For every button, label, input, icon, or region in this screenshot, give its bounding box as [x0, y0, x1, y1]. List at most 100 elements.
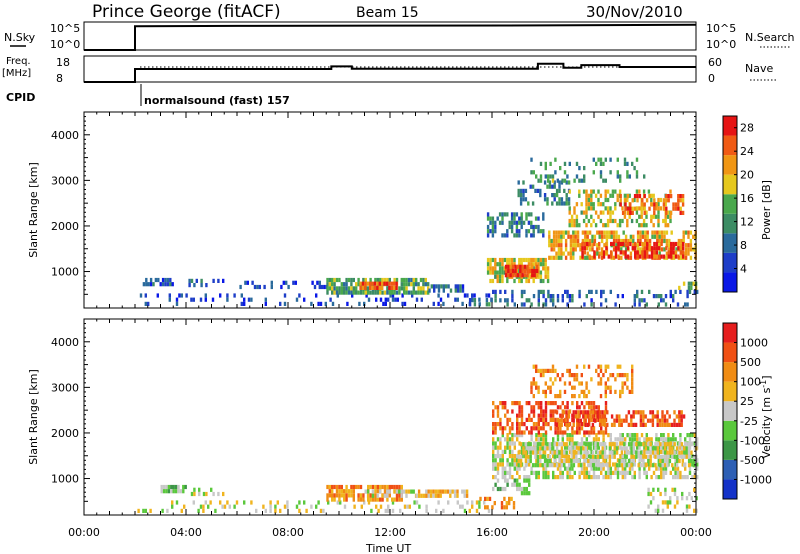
heatmap-cell — [580, 422, 584, 427]
heatmap-cell — [671, 454, 674, 459]
heatmap-cell — [534, 257, 538, 263]
heatmap-cell — [513, 212, 516, 217]
heatmap-cell — [585, 223, 588, 228]
x-tick-label: 04:00 — [170, 526, 202, 539]
heatmap-cell — [535, 364, 538, 369]
heatmap-cell — [549, 174, 552, 179]
heatmap-cell — [609, 373, 612, 378]
heatmap-cell — [599, 210, 603, 215]
heatmap-cell — [504, 289, 507, 294]
heatmap-cell — [618, 458, 621, 464]
heatmap-cell — [365, 293, 368, 298]
heatmap-cell — [660, 445, 663, 450]
heatmap-cell — [563, 389, 567, 394]
heatmap-cell — [642, 442, 645, 447]
heatmap-cell — [645, 433, 648, 438]
heatmap-cell — [177, 489, 180, 494]
heatmap-cell — [588, 454, 591, 459]
heatmap-cell — [662, 433, 665, 438]
heatmap-cell — [657, 294, 660, 299]
heatmap-cell — [542, 373, 545, 378]
heatmap-cell — [579, 410, 583, 415]
heatmap-cell — [604, 394, 607, 399]
heatmap-cell — [633, 206, 637, 211]
heatmap-cell — [226, 293, 229, 298]
heatmap-cell — [606, 223, 610, 228]
heatmap-cell — [415, 290, 418, 295]
heatmap-cell — [549, 368, 552, 373]
heatmap-cell — [657, 458, 660, 463]
heatmap-cell — [560, 458, 564, 464]
heatmap-cell — [528, 482, 531, 487]
heatmap-cell — [615, 414, 619, 419]
heatmap-cell — [518, 475, 521, 480]
heatmap-cell — [696, 437, 699, 442]
heatmap-cell — [669, 500, 672, 505]
heatmap-cell — [631, 466, 634, 471]
heatmap-cell — [202, 508, 205, 513]
heatmap-cell — [588, 445, 591, 450]
heatmap-cell — [655, 466, 658, 471]
heatmap-cell — [679, 445, 682, 450]
heatmap-cell — [583, 449, 586, 454]
colorbar-tick-label: 8 — [740, 239, 747, 252]
heatmap-cell — [357, 493, 360, 498]
heatmap-cell — [596, 243, 599, 248]
heatmap-cell — [274, 508, 277, 513]
heatmap-cell — [615, 243, 618, 248]
heatmap-cell — [609, 437, 612, 442]
heatmap-cell — [531, 268, 534, 274]
heatmap-cell — [616, 294, 620, 299]
heatmap-cell — [367, 500, 371, 505]
heatmap-cell — [646, 241, 649, 247]
y-tick-label: 3000 — [51, 381, 79, 394]
heatmap-cell — [619, 178, 622, 183]
heatmap-cell — [523, 302, 526, 307]
heatmap-cell — [631, 246, 634, 251]
heatmap-cell — [395, 497, 399, 502]
heatmap-cell — [591, 458, 595, 464]
heatmap-cell — [556, 373, 559, 378]
heatmap-cell — [649, 491, 653, 497]
heatmap-cell — [599, 218, 603, 224]
heatmap-cell — [651, 450, 655, 455]
heatmap-cell — [659, 454, 662, 459]
heatmap-cell — [395, 290, 399, 295]
heatmap-cell — [673, 491, 677, 497]
heatmap-cell — [352, 290, 355, 295]
heatmap-cell — [597, 437, 600, 442]
heatmap-cell — [551, 442, 554, 447]
heatmap-cell — [641, 234, 645, 239]
heatmap-cell — [602, 422, 605, 427]
heatmap-cell — [364, 290, 367, 295]
heatmap-cell — [511, 437, 514, 442]
heatmap-cell — [542, 212, 545, 217]
heatmap-cell — [412, 489, 415, 494]
heatmap-cell — [692, 247, 695, 252]
heatmap-cell — [508, 454, 512, 459]
heatmap-cell — [499, 462, 502, 467]
heatmap-cell — [564, 230, 568, 235]
heatmap-cell — [689, 255, 693, 260]
heatmap-cell — [645, 198, 649, 203]
heatmap-cell — [631, 458, 634, 463]
heatmap-cell — [403, 282, 406, 287]
heatmap-cell — [637, 410, 640, 415]
heatmap-cell — [463, 293, 467, 298]
heatmap-cell — [555, 193, 559, 198]
heatmap-cell — [603, 458, 607, 464]
heatmap-cell — [540, 417, 543, 422]
heatmap-cell — [662, 449, 665, 454]
heatmap-cell — [686, 433, 689, 438]
heatmap-cell — [598, 414, 602, 419]
heatmap-cell — [650, 475, 653, 480]
heatmap-cell — [639, 230, 642, 235]
heatmap-cell — [621, 441, 624, 446]
heatmap-cell — [583, 166, 586, 171]
heatmap-cell — [678, 285, 681, 290]
heatmap-cell — [639, 422, 643, 427]
heatmap-cell — [378, 489, 382, 494]
heatmap-cell — [551, 174, 555, 179]
heatmap-cell — [596, 230, 599, 235]
heatmap-cell — [654, 214, 658, 219]
